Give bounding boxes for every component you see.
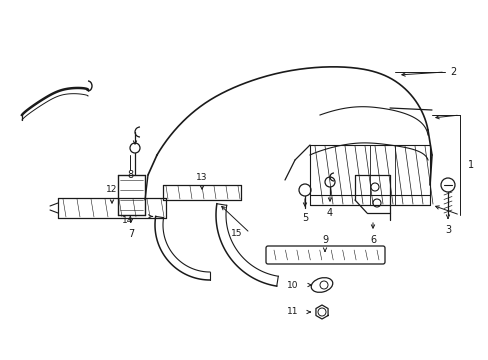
Text: 12: 12 [106, 185, 118, 194]
Text: 6: 6 [369, 235, 375, 245]
FancyBboxPatch shape [265, 246, 384, 264]
Text: 14: 14 [122, 216, 133, 225]
Text: 1: 1 [467, 160, 473, 170]
Text: 8: 8 [127, 170, 133, 180]
Text: 7: 7 [128, 229, 134, 239]
Text: 10: 10 [286, 280, 297, 289]
Text: 11: 11 [286, 307, 297, 316]
Text: 9: 9 [321, 235, 327, 245]
Ellipse shape [310, 278, 332, 292]
Text: 2: 2 [449, 67, 455, 77]
Text: 13: 13 [196, 172, 207, 181]
Text: 3: 3 [444, 225, 450, 235]
Text: 5: 5 [301, 213, 307, 223]
Text: 15: 15 [230, 229, 242, 238]
Text: 4: 4 [326, 208, 332, 218]
